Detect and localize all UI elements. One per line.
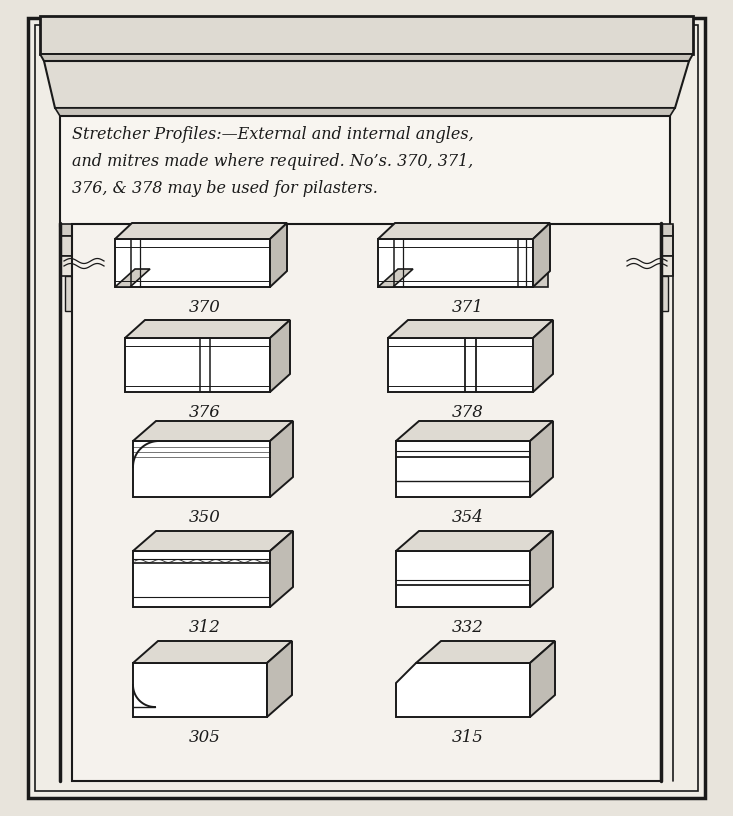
Polygon shape <box>396 663 530 717</box>
Polygon shape <box>133 641 292 663</box>
Polygon shape <box>416 641 555 663</box>
Polygon shape <box>623 276 653 301</box>
Text: and mitres made where required. No’s. 370, 371,: and mitres made where required. No’s. 37… <box>72 153 474 170</box>
Text: Stretcher Profiles:—External and internal angles,: Stretcher Profiles:—External and interna… <box>72 126 474 143</box>
Text: 354: 354 <box>452 509 484 526</box>
Polygon shape <box>396 531 553 551</box>
Polygon shape <box>270 531 293 607</box>
Polygon shape <box>270 421 293 497</box>
Polygon shape <box>396 421 553 441</box>
Polygon shape <box>378 239 533 287</box>
Polygon shape <box>133 441 270 497</box>
Text: 371: 371 <box>452 299 484 316</box>
Polygon shape <box>60 256 110 276</box>
Text: 376: 376 <box>189 404 221 421</box>
Polygon shape <box>125 320 290 338</box>
Polygon shape <box>133 421 293 441</box>
Polygon shape <box>125 338 270 392</box>
Polygon shape <box>270 320 290 392</box>
Text: 378: 378 <box>452 404 484 421</box>
Polygon shape <box>44 61 689 108</box>
Polygon shape <box>60 116 670 226</box>
Polygon shape <box>623 256 673 276</box>
Text: 370: 370 <box>189 299 221 316</box>
Polygon shape <box>623 224 673 236</box>
Polygon shape <box>35 25 698 791</box>
Polygon shape <box>533 320 553 392</box>
Polygon shape <box>396 441 530 497</box>
Polygon shape <box>270 223 287 287</box>
Polygon shape <box>530 531 553 607</box>
Polygon shape <box>115 223 287 239</box>
Polygon shape <box>378 223 550 239</box>
Polygon shape <box>80 276 110 301</box>
Text: 312: 312 <box>189 619 221 636</box>
Polygon shape <box>40 54 693 61</box>
Polygon shape <box>533 269 548 287</box>
Polygon shape <box>133 551 270 607</box>
Polygon shape <box>55 108 675 116</box>
Polygon shape <box>653 276 668 311</box>
Polygon shape <box>65 276 80 311</box>
Text: 350: 350 <box>189 509 221 526</box>
Polygon shape <box>60 224 110 236</box>
Polygon shape <box>133 663 267 717</box>
Polygon shape <box>530 421 553 497</box>
Polygon shape <box>396 551 530 607</box>
Polygon shape <box>60 236 110 256</box>
Polygon shape <box>28 18 705 798</box>
Text: 305: 305 <box>189 729 221 746</box>
Polygon shape <box>533 223 550 287</box>
Polygon shape <box>72 224 661 781</box>
Polygon shape <box>115 269 150 287</box>
Polygon shape <box>530 641 555 717</box>
Polygon shape <box>388 320 553 338</box>
Text: 315: 315 <box>452 729 484 746</box>
Polygon shape <box>623 236 673 256</box>
Polygon shape <box>267 641 292 717</box>
Polygon shape <box>115 239 270 287</box>
Text: 376, & 378 may be used for pilasters.: 376, & 378 may be used for pilasters. <box>72 180 378 197</box>
Text: 332: 332 <box>452 619 484 636</box>
Polygon shape <box>40 16 693 54</box>
Polygon shape <box>388 338 533 392</box>
Polygon shape <box>133 531 293 551</box>
Polygon shape <box>378 269 413 287</box>
